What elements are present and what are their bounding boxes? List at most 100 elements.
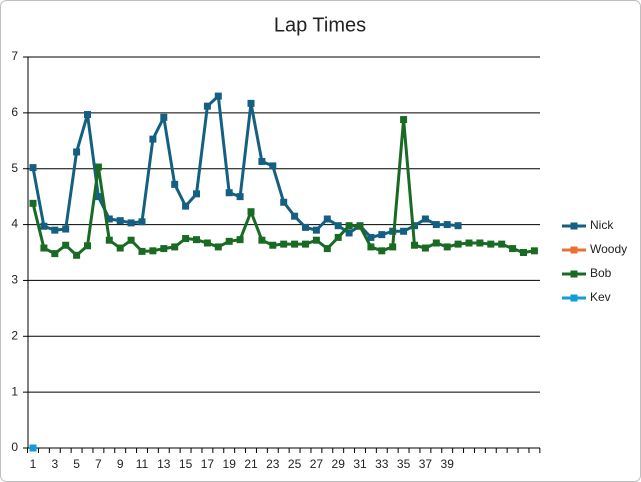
- marker: [138, 218, 146, 226]
- x-tick-label: 37: [419, 457, 433, 471]
- y-tick-label: 3: [11, 273, 18, 287]
- marker: [291, 212, 299, 220]
- marker: [432, 221, 440, 229]
- marker: [116, 244, 124, 252]
- marker: [203, 239, 211, 247]
- marker: [454, 240, 462, 248]
- marker: [443, 221, 451, 229]
- x-tick-label: 3: [51, 457, 58, 471]
- marker: [323, 245, 331, 253]
- legend-swatch: [570, 294, 578, 302]
- marker: [378, 247, 386, 255]
- x-tick-label: 1: [30, 457, 37, 471]
- y-tick-label: 0: [11, 440, 18, 454]
- marker: [312, 226, 320, 234]
- marker: [160, 113, 168, 121]
- x-tick-label: 9: [117, 457, 124, 471]
- marker: [334, 222, 342, 230]
- marker: [509, 245, 517, 253]
- marker: [193, 236, 200, 244]
- x-tick-label: 33: [375, 457, 389, 471]
- marker: [421, 215, 429, 223]
- marker: [356, 222, 364, 230]
- marker: [269, 162, 277, 170]
- marker: [214, 243, 222, 251]
- marker: [73, 251, 81, 259]
- marker: [247, 208, 255, 216]
- marker: [127, 219, 135, 227]
- x-tick-label: 25: [288, 457, 302, 471]
- legend-swatch: [570, 246, 578, 254]
- marker: [51, 226, 59, 234]
- marker: [443, 243, 451, 251]
- marker: [29, 164, 37, 172]
- marker: [160, 245, 168, 253]
- x-tick-label: 11: [136, 457, 149, 471]
- marker: [182, 202, 190, 210]
- marker: [149, 135, 157, 143]
- marker: [84, 242, 91, 250]
- x-tick-label: 27: [310, 457, 324, 471]
- legend-label: Nick: [590, 218, 614, 232]
- marker: [312, 236, 320, 244]
- marker: [62, 225, 70, 233]
- marker: [40, 222, 48, 230]
- marker: [84, 111, 91, 119]
- marker: [498, 240, 506, 248]
- x-tick-label: 23: [266, 457, 280, 471]
- marker: [454, 222, 462, 230]
- x-tick-label: 19: [223, 457, 237, 471]
- marker: [345, 229, 353, 237]
- marker: [193, 190, 200, 198]
- marker: [400, 227, 408, 235]
- marker: [530, 247, 538, 255]
- marker: [62, 241, 70, 249]
- marker: [476, 239, 484, 247]
- x-tick-label: 7: [95, 457, 102, 471]
- marker: [432, 239, 440, 247]
- x-tick-label: 29: [332, 457, 346, 471]
- marker: [214, 92, 222, 100]
- marker: [280, 240, 288, 248]
- marker: [127, 236, 135, 244]
- y-tick-label: 5: [11, 161, 18, 175]
- marker: [73, 148, 81, 156]
- chart-title: Lap Times: [274, 14, 366, 36]
- marker: [94, 193, 102, 201]
- marker: [280, 198, 288, 206]
- marker: [389, 243, 397, 251]
- marker: [105, 236, 113, 244]
- marker: [225, 237, 233, 245]
- marker: [258, 236, 266, 244]
- marker: [182, 235, 190, 243]
- marker: [247, 99, 255, 107]
- marker: [421, 244, 429, 252]
- marker: [520, 249, 527, 256]
- marker: [258, 157, 266, 165]
- marker: [465, 239, 473, 247]
- y-tick-label: 7: [11, 49, 18, 63]
- marker: [323, 215, 331, 223]
- legend-label: Woody: [590, 242, 627, 256]
- marker: [236, 193, 244, 201]
- marker: [367, 233, 375, 241]
- marker: [116, 217, 124, 225]
- marker: [51, 250, 59, 258]
- x-tick-label: 39: [441, 457, 455, 471]
- marker: [302, 240, 309, 248]
- legend-swatch: [570, 222, 578, 230]
- marker: [138, 247, 146, 255]
- marker: [367, 243, 375, 251]
- marker: [487, 240, 495, 248]
- marker: [400, 116, 408, 124]
- marker: [171, 180, 179, 188]
- y-tick-label: 4: [11, 217, 18, 231]
- marker: [225, 189, 233, 197]
- marker: [345, 222, 353, 230]
- marker: [411, 241, 418, 249]
- marker: [94, 163, 102, 171]
- x-tick-label: 13: [157, 457, 171, 471]
- marker: [40, 244, 48, 252]
